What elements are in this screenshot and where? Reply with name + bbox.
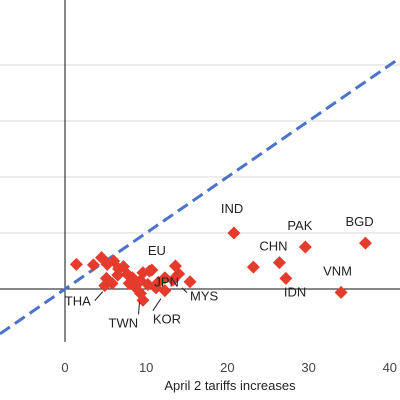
data-point: [227, 226, 241, 240]
x-tick-label: 10: [139, 360, 153, 375]
data-point: [69, 257, 83, 271]
x-tick-label: 30: [301, 360, 315, 375]
point-label: IDN: [284, 284, 306, 299]
leader-line: [152, 298, 162, 311]
data-point: [128, 280, 142, 294]
x-tick-label: 40: [383, 360, 397, 375]
data-point: [149, 281, 163, 295]
data-point: [298, 240, 312, 254]
data-point: [116, 260, 130, 274]
point-label: BGD: [345, 214, 373, 229]
data-point: [246, 260, 260, 274]
data-points: [69, 226, 372, 307]
data-point: [334, 285, 348, 299]
gridlines: [0, 64, 400, 234]
point-label: JPN: [154, 274, 179, 289]
point-label: KOR: [153, 312, 181, 327]
leader-lines: [94, 287, 188, 315]
point-label: CHN: [259, 239, 287, 254]
data-point: [172, 267, 186, 281]
point-label: EU: [148, 243, 166, 258]
leader-line: [94, 291, 104, 301]
x-tick-label: 0: [61, 360, 68, 375]
point-label: PAK: [287, 218, 312, 233]
point-labels: IND PAK BGD CHN IDN VNM EU JPN MYS THA TWN KOR: [65, 201, 374, 330]
data-point: [86, 258, 100, 272]
point-label: MYS: [190, 289, 219, 304]
data-point: [183, 275, 197, 289]
x-tick-labels: 0 10 20 30 40: [61, 360, 397, 375]
point-label: TWN: [109, 315, 139, 330]
reference-line: [0, 58, 399, 336]
data-point: [111, 268, 125, 282]
leader-line: [181, 287, 188, 294]
data-point: [105, 276, 119, 290]
data-point: [279, 271, 293, 285]
data-point: [272, 256, 286, 270]
point-label: IND: [221, 201, 243, 216]
x-axis-label: April 2 tariffs increases: [164, 378, 296, 393]
x-tick-label: 20: [220, 360, 234, 375]
leader-line: [138, 301, 141, 315]
reference-line-group: [0, 58, 399, 336]
point-label: THA: [65, 294, 91, 309]
data-point: [358, 236, 372, 250]
point-label: VNM: [323, 263, 352, 278]
data-point: [142, 264, 156, 278]
